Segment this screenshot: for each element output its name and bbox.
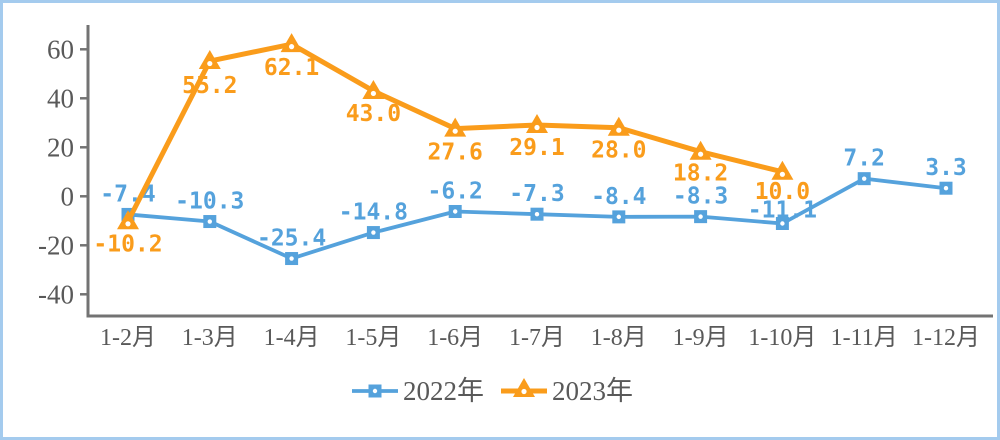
data-label: 62.1	[264, 55, 319, 81]
marker-dot-icon	[371, 230, 376, 235]
marker-dot-icon	[452, 128, 458, 134]
x-tick-label: 1-6月	[427, 325, 483, 351]
data-label: -8.4	[591, 184, 646, 210]
y-tick-label: 20	[47, 132, 74, 162]
data-label: -10.3	[175, 189, 244, 215]
data-label: 55.2	[182, 73, 237, 99]
data-label: 7.2	[843, 146, 885, 172]
legend-label-2023年: 2023年	[552, 376, 633, 406]
data-label: -25.4	[257, 226, 326, 252]
data-label: 3.3	[925, 155, 967, 181]
marker-dot-icon	[698, 214, 703, 219]
marker-dot-icon	[862, 176, 867, 181]
triangle-marker-icon	[444, 117, 467, 137]
data-label: 28.0	[591, 138, 646, 164]
triangle-marker-icon	[362, 79, 385, 99]
marker-dot-icon	[616, 127, 622, 133]
marker-dot-icon	[453, 209, 458, 214]
y-tick-label: 0	[61, 181, 75, 211]
marker-dot-icon	[534, 211, 540, 217]
marker-dot-icon	[779, 171, 786, 177]
legend-label-2022年: 2022年	[403, 376, 484, 406]
x-tick-label: 1-8月	[591, 325, 647, 351]
x-tick-label: 1-4月	[264, 325, 320, 351]
marker-dot-icon	[207, 60, 213, 67]
marker-dot-icon	[372, 388, 378, 394]
data-label: 18.2	[673, 161, 728, 187]
marker-dot-icon	[289, 44, 295, 50]
x-tick-label: 1-11月	[831, 325, 898, 351]
triangle-marker-icon	[689, 140, 712, 160]
marker-dot-icon	[616, 214, 621, 220]
y-tick-label: -40	[38, 279, 74, 309]
data-label: 27.6	[428, 140, 483, 166]
x-tick-label: 1-2月	[100, 325, 156, 351]
data-label: 29.1	[509, 135, 564, 161]
data-label: -8.3	[673, 184, 728, 210]
data-label: -10.2	[93, 231, 162, 257]
marker-dot-icon	[534, 124, 540, 131]
data-label: -14.8	[339, 200, 408, 226]
triangle-marker-icon	[280, 33, 303, 53]
marker-dot-icon	[521, 388, 527, 395]
data-label: -6.2	[428, 178, 483, 204]
marker-dot-icon	[125, 221, 131, 227]
marker-dot-icon	[370, 90, 376, 97]
marker-dot-icon	[289, 256, 294, 261]
data-label: 10.0	[755, 179, 810, 205]
data-label: -11.1	[748, 197, 817, 223]
triangle-marker-icon	[607, 116, 630, 136]
triangle-marker-icon	[513, 378, 535, 397]
triangle-marker-icon	[771, 160, 794, 180]
y-tick-label: 60	[47, 34, 74, 64]
y-tick-label: -20	[38, 230, 74, 260]
data-label: -7.3	[509, 181, 564, 207]
marker-dot-icon	[780, 221, 785, 226]
x-tick-label: 1-9月	[673, 325, 729, 351]
x-tick-label: 1-3月	[182, 325, 238, 351]
triangle-marker-icon	[198, 50, 221, 70]
marker-dot-icon	[698, 151, 704, 157]
x-tick-label: 1-5月	[345, 325, 401, 351]
y-tick-label: 40	[47, 83, 74, 113]
x-tick-label: 1-10月	[748, 325, 816, 351]
line-chart: 60 40 20 0 -20 -40 1-2月 1-3月 1-4月 1-5月 1-6月 1-7月 1-8…	[38, 25, 993, 406]
triangle-marker-icon	[117, 210, 139, 230]
x-tick-label: 1-12月	[912, 325, 980, 351]
triangle-marker-icon	[526, 114, 548, 134]
x-tick-label: 1-7月	[509, 325, 565, 351]
data-label: 43.0	[346, 101, 401, 127]
marker-dot-icon	[207, 219, 212, 224]
marker-dot-icon	[943, 186, 949, 191]
